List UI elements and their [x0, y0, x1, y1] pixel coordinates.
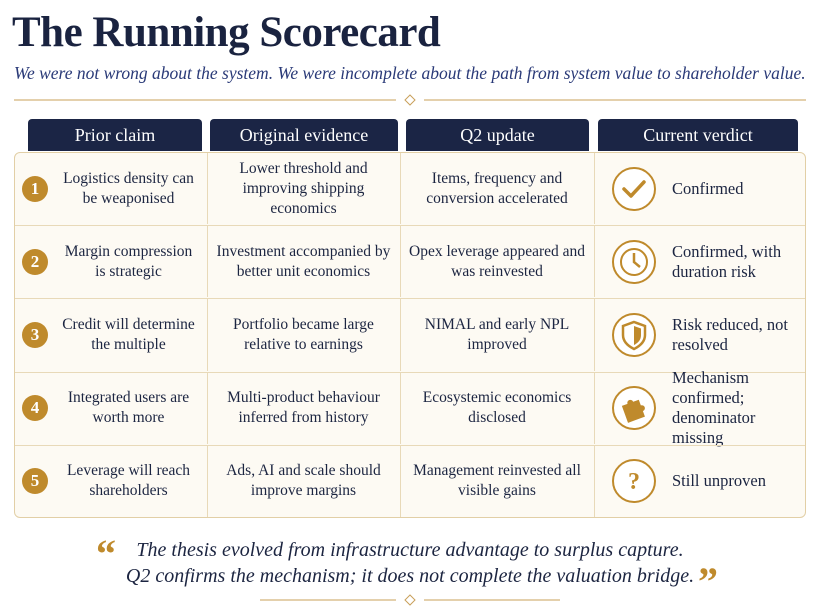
row-divider: [15, 371, 805, 373]
column-divider: [400, 226, 401, 298]
table-cell: Opex leverage appeared and was reinveste…: [409, 242, 585, 280]
column-header: Prior claim: [28, 119, 202, 151]
column-divider: [207, 299, 208, 371]
column-divider: [594, 299, 595, 371]
row-number: 3: [22, 322, 48, 348]
table-cell: Items, frequency and conversion accelera…: [426, 169, 568, 207]
column-header: Original evidence: [210, 119, 398, 151]
svg-text:?: ?: [628, 469, 640, 495]
table-cell: Ecosystemic economics disclosed: [422, 389, 572, 427]
table-cell: Credit will determine the multiple: [62, 315, 195, 353]
column-divider: [594, 226, 595, 298]
table-cell: Investment accompanied by better unit ec…: [216, 242, 391, 280]
row-number: 5: [22, 468, 48, 495]
quote-mark: ”: [698, 559, 718, 604]
table-cell: Multi-product behaviour inferred from hi…: [227, 389, 380, 427]
row-divider: [15, 298, 805, 300]
table-cell: Portfolio became large relative to earni…: [233, 315, 374, 353]
table-cell: Lower threshold and improving shipping e…: [239, 159, 368, 217]
row-divider: [15, 444, 805, 446]
table: [14, 152, 806, 518]
row-number: 1: [22, 175, 48, 202]
verdict-icon: [612, 239, 656, 284]
quote-line: The thesis evolved from infrastructure a…: [136, 539, 684, 561]
verdict: Risk reduced, not resolved: [672, 314, 788, 354]
divider: [14, 94, 806, 106]
verdict: Still unproven: [672, 471, 766, 491]
title: The Running Scorecard: [12, 9, 441, 56]
verdict-icon: [612, 166, 656, 211]
verdict: Mechanism confirmed; denominator missing: [672, 368, 756, 448]
column-header: Q2 update: [406, 119, 589, 151]
table-cell: Integrated users are worth more: [67, 389, 190, 427]
verdict-icon: ?: [612, 459, 656, 504]
column-divider: [400, 299, 401, 371]
column-header: Current verdict: [598, 119, 798, 151]
column-divider: [207, 372, 208, 444]
table-cell: Margin compression is strategic: [64, 242, 193, 280]
column-divider: [207, 445, 208, 517]
verdict-icon: [612, 313, 656, 357]
verdict: Confirmed, with duration risk: [672, 241, 782, 281]
column-divider: [594, 153, 595, 225]
column-divider: [400, 153, 401, 225]
table-cell: Logistics density can be weaponised: [63, 169, 194, 207]
column-divider: [400, 372, 401, 444]
column-divider: [207, 153, 208, 225]
quote-mark: “: [96, 531, 116, 576]
verdict-icon: [612, 386, 656, 431]
column-divider: [594, 372, 595, 444]
verdict: Confirmed: [672, 178, 744, 198]
row-number: 4: [22, 395, 48, 422]
divider: [260, 594, 560, 606]
column-divider: [207, 226, 208, 298]
column-divider: [400, 445, 401, 517]
table-cell: Ads, AI and scale should improve margins: [226, 462, 381, 500]
row-number: 2: [22, 248, 48, 275]
quote-line: Q2 confirms the mechanism; it does not c…: [125, 565, 695, 587]
table-cell: Leverage will reach shareholders: [66, 462, 191, 500]
row-divider: [15, 225, 805, 227]
table-cell: Management reinvested all visible gains: [413, 462, 581, 500]
subtitle: We were not wrong about the system. We w…: [14, 63, 806, 83]
column-divider: [594, 445, 595, 517]
table-cell: NIMAL and early NPL improved: [424, 315, 570, 353]
